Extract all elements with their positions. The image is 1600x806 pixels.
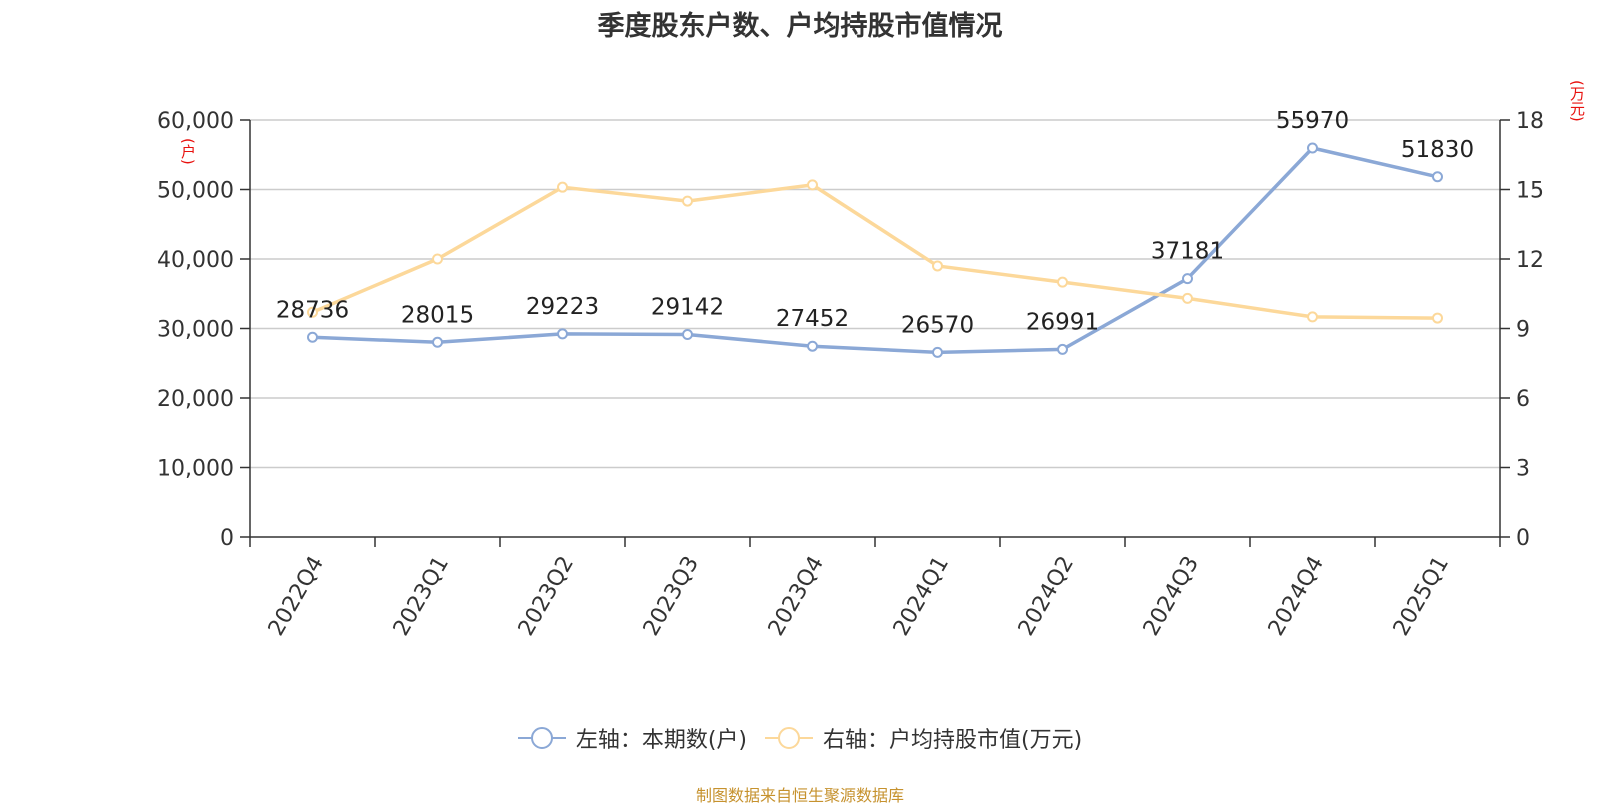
x-axis-tick-label: 2023Q3 <box>639 552 704 640</box>
left-axis-tick-label: 40,000 <box>157 248 234 273</box>
avg-value-point <box>807 179 818 191</box>
x-axis-tick-label: 2024Q4 <box>1264 552 1329 640</box>
households-point <box>1182 273 1193 285</box>
legend-marker-avg-value-icon <box>765 727 813 749</box>
axes: 0 0 10,000 3 20,000 6 30,000 9 40,000 12 50,000 15 6… <box>157 109 1544 640</box>
households-data-label: 29142 <box>651 294 724 320</box>
gridlines <box>250 119 1500 469</box>
avg-value-point <box>932 260 943 272</box>
series-lines <box>311 146 1438 355</box>
x-axis-tick-label: 2024Q3 <box>1139 552 1204 640</box>
right-axis-tick-label: 0 <box>1516 526 1530 551</box>
legend-marker-households-icon <box>517 727 566 749</box>
x-axis-tick-label: 2023Q1 <box>389 552 454 640</box>
left-axis-tick-label: 0 <box>220 526 234 551</box>
left-axis-tick-label: 60,000 <box>157 109 234 134</box>
x-axis-tick-label: 2023Q2 <box>514 552 579 640</box>
avg-value-point <box>682 195 693 207</box>
households-point <box>1307 142 1318 154</box>
legend-item-households[interactable]: 左轴：本期数(户) <box>517 722 747 754</box>
legend-item-avg-value[interactable]: 右轴：户均持股市值(万元) <box>765 722 1082 754</box>
households-data-label: 26570 <box>901 312 974 338</box>
left-axis-tick-label: 20,000 <box>157 387 234 412</box>
line-chart: 0 0 10,000 3 20,000 6 30,000 9 40,000 12 50,000 15 6… <box>157 108 1544 640</box>
households-point <box>932 346 943 358</box>
right-axis-tick-label: 3 <box>1516 457 1530 482</box>
avg-value-point <box>1307 311 1318 323</box>
legend: 左轴：本期数(户) 右轴：户均持股市值(万元) <box>0 722 1600 754</box>
x-axis-tick-label: 2022Q4 <box>264 552 329 640</box>
households-point <box>307 331 318 343</box>
right-axis-tick-label: 9 <box>1516 318 1530 343</box>
households-point <box>432 336 443 348</box>
right-axis-tick-label: 6 <box>1516 387 1530 412</box>
households-data-label: 27452 <box>776 306 849 332</box>
households-data-label: 29223 <box>526 294 599 320</box>
legend-label-avg-value: 右轴：户均持股市值(万元) <box>823 728 1083 753</box>
avg-value-point <box>432 253 443 265</box>
left-axis-tick-label: 10,000 <box>157 457 234 482</box>
households-point <box>1432 171 1443 183</box>
households-data-label: 26991 <box>1026 309 1099 335</box>
legend-label-households: 左轴：本期数(户) <box>575 728 747 753</box>
x-axis-tick-label: 2025Q1 <box>1389 552 1454 640</box>
left-axis-tick-label: 50,000 <box>157 179 234 204</box>
right-axis-tick-label: 18 <box>1516 109 1544 134</box>
chart-title: 季度股东户数、户均持股市值情况 <box>597 11 1003 42</box>
households-data-label: 37181 <box>1151 239 1224 265</box>
source-note: 制图数据来自恒生聚源数据库 <box>695 786 904 805</box>
left-axis-unit: (户) <box>179 138 197 165</box>
left-axis-tick-label: 30,000 <box>157 318 234 343</box>
right-axis-tick-label: 15 <box>1516 179 1544 204</box>
avg-value-point <box>557 181 568 193</box>
avg-value-point <box>1182 292 1193 304</box>
households-data-label: 28736 <box>276 297 349 323</box>
households-point <box>682 328 693 340</box>
right-axis-unit: (万元) <box>1568 80 1586 122</box>
households-point <box>1057 343 1068 355</box>
households-data-label: 51830 <box>1401 137 1474 163</box>
avg-value-point <box>1057 276 1068 288</box>
avg-value-line <box>311 183 1438 320</box>
data-labels: 28736 28015 29223 29142 27452 26570 26991 37181… <box>276 108 1474 338</box>
households-point <box>557 328 568 340</box>
households-data-label: 55970 <box>1276 108 1349 134</box>
x-axis-tick-label: 2024Q1 <box>889 552 954 640</box>
series-points <box>307 142 1443 358</box>
avg-value-point <box>307 306 318 318</box>
households-point <box>807 340 818 352</box>
right-axis-tick-label: 12 <box>1516 248 1544 273</box>
households-data-label: 28015 <box>401 302 474 328</box>
x-axis-tick-label: 2023Q4 <box>764 552 829 640</box>
households-line <box>312 146 1438 355</box>
x-axis-tick-label: 2024Q2 <box>1014 552 1079 640</box>
avg-value-point <box>1432 312 1443 324</box>
